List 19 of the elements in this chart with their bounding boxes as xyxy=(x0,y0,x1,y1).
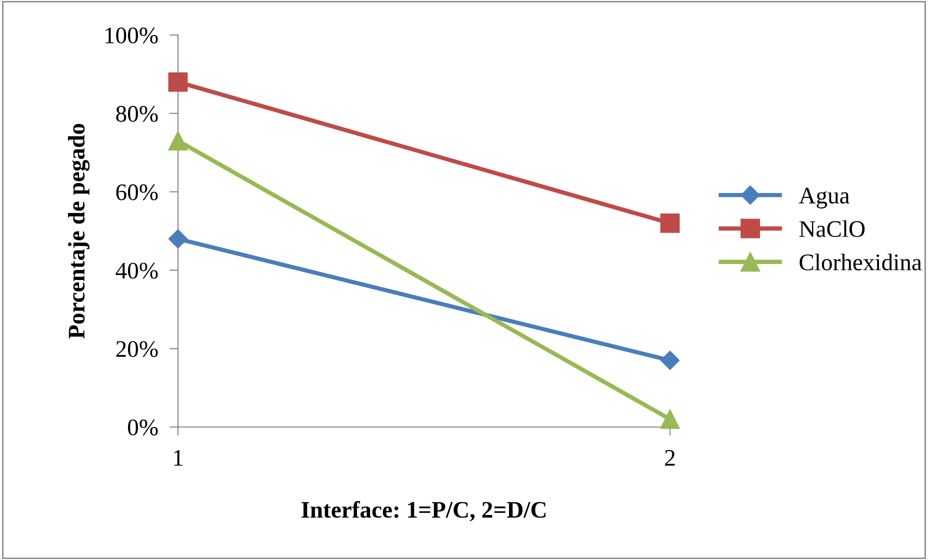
y-axis-title: Porcentaje de pegado xyxy=(68,124,90,339)
y-tick-label: 0% xyxy=(128,419,158,436)
legend-label: Clorhexidina xyxy=(800,254,922,270)
y-tick-label: 100% xyxy=(106,27,158,44)
y-tick-label: 20% xyxy=(116,341,158,358)
point xyxy=(168,229,188,248)
y-tick-label: 80% xyxy=(116,106,158,122)
x-axis-title: Interface: 1=P/C, 2=D/C xyxy=(302,500,546,522)
x-tick-label: 2 xyxy=(665,450,675,466)
point xyxy=(660,409,680,429)
y-tick-label: 60% xyxy=(116,184,158,200)
legend-label: Agua xyxy=(798,188,850,208)
y-tick-label: 40% xyxy=(116,262,158,279)
point xyxy=(660,213,680,233)
x-tick-label: 1 xyxy=(174,450,182,466)
point xyxy=(168,72,188,92)
point xyxy=(168,131,188,151)
legend-label: NaClO xyxy=(799,220,865,238)
point xyxy=(660,350,680,370)
